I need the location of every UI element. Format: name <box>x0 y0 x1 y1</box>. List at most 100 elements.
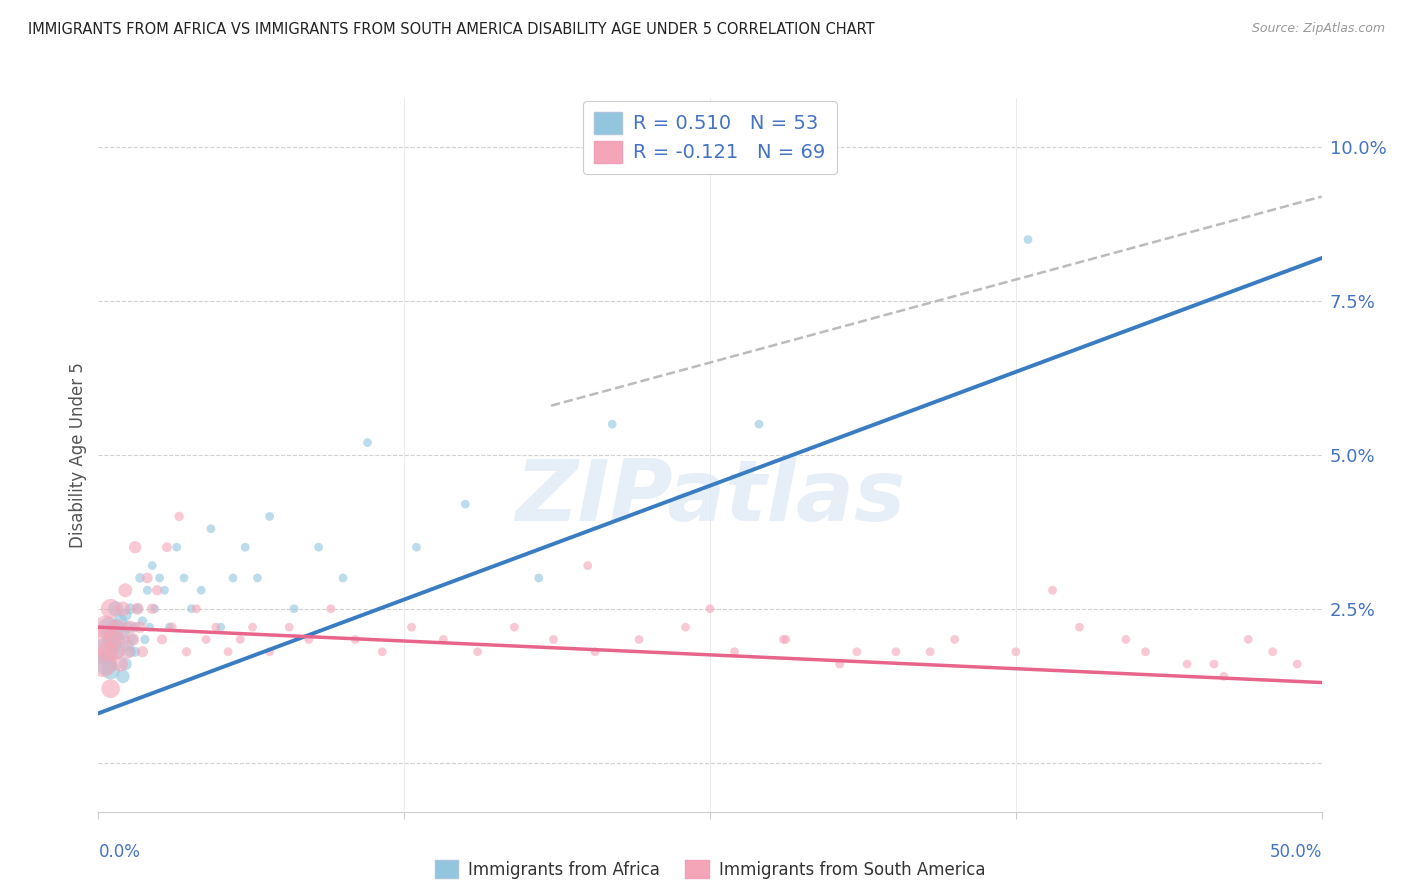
Point <box>124 540 146 554</box>
Point <box>242 620 264 634</box>
Point <box>100 681 122 696</box>
Point <box>167 509 190 524</box>
Point <box>111 626 134 640</box>
Point <box>149 571 172 585</box>
Point <box>332 571 354 585</box>
Text: 50.0%: 50.0% <box>1270 843 1322 861</box>
Point <box>298 632 321 647</box>
Point <box>205 620 228 634</box>
Point <box>100 663 122 677</box>
Point <box>120 620 142 634</box>
Point <box>1286 657 1309 671</box>
Point <box>94 620 117 634</box>
Legend: Immigrants from Africa, Immigrants from South America: Immigrants from Africa, Immigrants from … <box>429 854 991 886</box>
Text: ZIPatlas: ZIPatlas <box>515 456 905 540</box>
Point <box>1175 657 1198 671</box>
Point <box>543 632 565 647</box>
Point <box>111 669 134 683</box>
Point <box>699 601 721 615</box>
Point <box>129 571 152 585</box>
Point <box>97 645 120 659</box>
Text: IMMIGRANTS FROM AFRICA VS IMMIGRANTS FROM SOUTH AMERICA DISABILITY AGE UNDER 5 C: IMMIGRANTS FROM AFRICA VS IMMIGRANTS FRO… <box>28 22 875 37</box>
Point <box>884 645 907 659</box>
Point <box>190 583 212 598</box>
Point <box>217 645 239 659</box>
Point <box>454 497 477 511</box>
Point <box>124 645 146 659</box>
Point <box>723 645 745 659</box>
Point <box>246 571 269 585</box>
Point <box>401 620 423 634</box>
Point <box>114 583 136 598</box>
Point <box>1261 645 1284 659</box>
Point <box>283 601 305 615</box>
Point <box>600 417 623 432</box>
Point <box>1212 669 1234 683</box>
Point <box>467 645 489 659</box>
Point <box>173 571 195 585</box>
Point <box>209 620 232 634</box>
Point <box>94 657 117 671</box>
Point <box>628 632 651 647</box>
Point <box>90 632 112 647</box>
Point <box>104 645 127 659</box>
Point <box>121 632 143 647</box>
Point <box>97 620 120 634</box>
Point <box>117 639 139 653</box>
Point <box>141 558 163 573</box>
Point <box>124 620 146 634</box>
Point <box>772 632 794 647</box>
Point <box>127 601 149 615</box>
Point <box>111 632 134 647</box>
Point <box>120 645 142 659</box>
Point <box>1069 620 1091 634</box>
Point <box>371 645 394 659</box>
Point <box>259 509 281 524</box>
Point <box>101 639 124 653</box>
Point <box>110 614 132 628</box>
Point <box>117 620 139 634</box>
Point <box>134 632 156 647</box>
Point <box>583 645 606 659</box>
Point <box>107 620 129 634</box>
Point <box>176 645 198 659</box>
Point <box>107 632 129 647</box>
Point <box>121 632 143 647</box>
Point <box>100 632 122 647</box>
Point <box>943 632 966 647</box>
Point <box>91 645 114 659</box>
Point <box>180 601 202 615</box>
Point <box>107 645 129 659</box>
Point <box>117 645 139 659</box>
Point <box>344 632 367 647</box>
Text: Source: ZipAtlas.com: Source: ZipAtlas.com <box>1251 22 1385 36</box>
Point <box>222 571 245 585</box>
Point <box>156 540 179 554</box>
Point <box>775 632 797 647</box>
Point <box>278 620 301 634</box>
Point <box>157 620 180 634</box>
Point <box>828 657 851 671</box>
Point <box>139 620 162 634</box>
Point <box>195 632 218 647</box>
Point <box>319 601 342 615</box>
Point <box>186 601 208 615</box>
Point <box>111 601 134 615</box>
Point <box>160 620 183 634</box>
Point <box>120 601 142 615</box>
Point <box>405 540 427 554</box>
Text: 0.0%: 0.0% <box>98 843 141 861</box>
Point <box>136 571 159 585</box>
Point <box>200 522 222 536</box>
Point <box>166 540 188 554</box>
Point <box>1115 632 1137 647</box>
Point <box>1237 632 1260 647</box>
Point <box>150 632 173 647</box>
Point <box>1135 645 1157 659</box>
Point <box>91 657 114 671</box>
Point <box>127 601 149 615</box>
Y-axis label: Disability Age Under 5: Disability Age Under 5 <box>69 362 87 548</box>
Point <box>1017 233 1039 247</box>
Point <box>136 583 159 598</box>
Point <box>1004 645 1026 659</box>
